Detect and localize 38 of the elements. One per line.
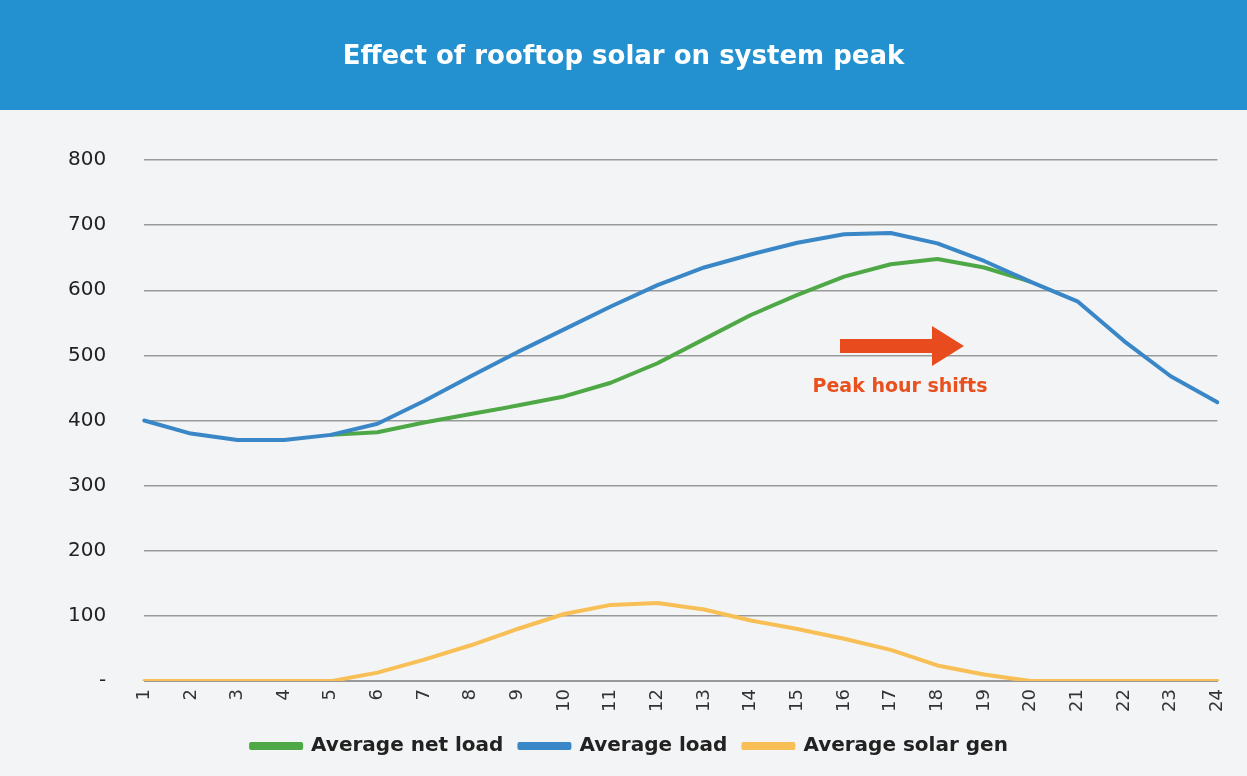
x-tick-label: 18 — [925, 689, 947, 712]
x-tick-label: 2 — [178, 689, 200, 701]
x-tick-label: 21 — [1065, 689, 1087, 712]
y-tick-label: 300 — [67, 471, 107, 496]
y-tick-label: 500 — [67, 341, 107, 366]
x-tick-label: 22 — [1111, 689, 1133, 712]
y-tick-label: 700 — [67, 211, 107, 236]
legend-label: Average load — [579, 732, 728, 757]
legend-label: Average net load — [311, 732, 504, 757]
x-tick-label: 9 — [505, 689, 527, 701]
x-tick-label: 23 — [1158, 689, 1180, 712]
chart-title: Effect of rooftop solar on system peak — [0, 0, 1247, 110]
x-tick-label: 4 — [271, 689, 293, 701]
x-tick-label: 16 — [831, 689, 853, 712]
y-tick-label: - — [98, 667, 107, 692]
y-tick-label: 200 — [67, 537, 107, 562]
y-tick-label: 600 — [67, 276, 107, 301]
y-tick-label: 100 — [67, 602, 107, 627]
x-tick-label: 20 — [1018, 689, 1040, 712]
x-tick-label: 8 — [458, 689, 480, 701]
x-tick-label: 10 — [551, 689, 573, 712]
x-tick-label: 17 — [878, 689, 900, 712]
x-tick-label: 3 — [225, 689, 247, 701]
x-tick-label: 5 — [318, 689, 340, 701]
y-tick-label: 400 — [67, 406, 107, 431]
x-tick-label: 24 — [1205, 689, 1227, 712]
x-tick-label: 6 — [365, 689, 387, 701]
annotation: Peak hour shifts — [811, 374, 989, 396]
x-tick-label: 7 — [411, 689, 433, 701]
x-tick-label: 19 — [971, 689, 993, 712]
y-tick-label: 800 — [67, 146, 107, 171]
x-tick-label: 1 — [131, 689, 153, 701]
x-tick-label: 14 — [738, 689, 760, 712]
x-tick-label: 11 — [598, 689, 620, 712]
x-tick-label: 13 — [691, 689, 713, 712]
x-tick-label: 12 — [645, 689, 667, 712]
x-tick-label: 15 — [785, 689, 807, 712]
legend-label: Average solar gen — [803, 732, 1008, 757]
